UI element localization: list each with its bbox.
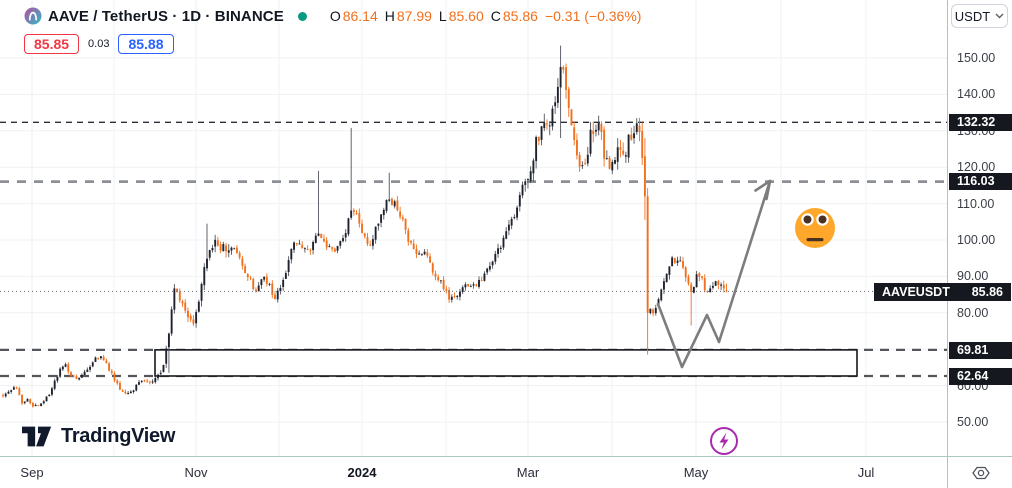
- price-tick: 120.00: [957, 160, 996, 174]
- price-tick: 80.00: [957, 306, 989, 320]
- close-value: 85.86: [502, 8, 538, 24]
- low-label: L: [438, 8, 447, 24]
- time-tick: Mar: [516, 465, 540, 480]
- current-price-value: 85.86: [971, 285, 1003, 299]
- price-tick: 140.00: [957, 87, 996, 101]
- time-tick: Sep: [20, 465, 44, 480]
- level-badge-69: 69.81: [949, 342, 1012, 359]
- sell-bid-button[interactable]: 85.85: [24, 34, 80, 54]
- time-tick-year: 2024: [347, 465, 377, 480]
- time-tick: Nov: [184, 465, 208, 480]
- tradingview-mark-icon: [22, 426, 52, 447]
- currency-selector-button[interactable]: USDT: [951, 4, 1008, 28]
- current-price-symbol: AAVEUSDT: [882, 285, 950, 299]
- level-badge-132: 132.32: [949, 114, 1012, 131]
- price-tick: 100.00: [957, 233, 996, 247]
- high-label: H: [384, 8, 395, 24]
- projection-arrow[interactable]: [656, 179, 772, 369]
- open-value: 86.14: [342, 8, 378, 24]
- market-open-dot-icon: [297, 11, 307, 21]
- scale-settings-icon[interactable]: [970, 466, 992, 480]
- axis-corner: [947, 456, 1012, 488]
- tradingview-logo[interactable]: TradingView: [22, 425, 175, 448]
- price-tick: 50.00: [957, 415, 989, 429]
- candles: [2, 45, 728, 408]
- close-label: C: [490, 8, 501, 24]
- open-label: O: [329, 8, 341, 24]
- candlestick-chart[interactable]: [0, 0, 947, 456]
- chevron-down-icon: [995, 13, 1004, 19]
- neutral-face-emoji[interactable]: [795, 208, 835, 248]
- buy-ask-button[interactable]: 85.88: [118, 34, 174, 54]
- time-axis[interactable]: Sep Nov 2024 Mar May Jul: [0, 456, 947, 488]
- high-value: 87.99: [396, 8, 432, 24]
- ohlc-readout: O 86.14 H 87.99 L 85.60 C 85.86 −0.31 (−0.36…: [323, 8, 642, 24]
- price-tick: 150.00: [957, 51, 996, 65]
- price-axis[interactable]: 150.00 140.00 130.00 120.00 110.00 100.0…: [947, 0, 1012, 456]
- level-badge-62: 62.64: [949, 368, 1012, 385]
- current-price-label: AAVEUSDT 85.86: [874, 283, 1011, 301]
- tradingview-logo-text: TradingView: [61, 425, 176, 447]
- level-badge-116: 116.03: [949, 173, 1012, 190]
- support-zone-rectangle[interactable]: [154, 349, 858, 377]
- aave-logo-icon: [24, 7, 42, 25]
- price-levels: [0, 121, 947, 378]
- low-value: 85.60: [448, 8, 484, 24]
- change-value: −0.31 (−0.36%): [544, 8, 642, 24]
- time-tick: Jul: [857, 465, 875, 480]
- spread-value: 0.03: [88, 38, 110, 50]
- time-tick: May: [683, 465, 709, 480]
- price-tick: 90.00: [957, 269, 989, 283]
- symbol-title[interactable]: AAVE / TetherUS · 1D · BINANCE: [48, 7, 284, 25]
- lightning-event-icon[interactable]: [710, 427, 738, 455]
- price-tick: 110.00: [957, 197, 995, 211]
- currency-selector-label: USDT: [954, 8, 991, 24]
